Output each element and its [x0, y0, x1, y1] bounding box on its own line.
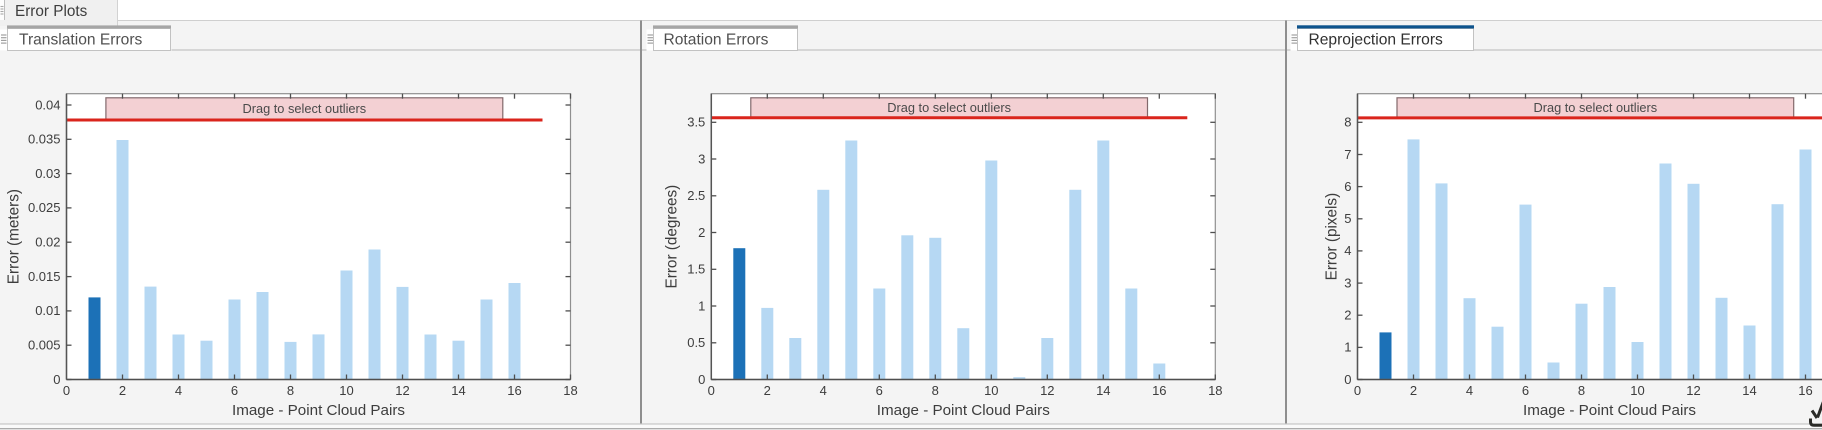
svg-text:Drag to select outliers: Drag to select outliers [1533, 100, 1657, 115]
svg-text:0: 0 [53, 372, 60, 387]
svg-text:Image - Point Cloud Pairs: Image - Point Cloud Pairs [1523, 402, 1696, 419]
svg-text:8: 8 [1578, 383, 1585, 398]
svg-text:10: 10 [1630, 383, 1644, 398]
svg-text:0: 0 [1354, 383, 1361, 398]
svg-text:8: 8 [1344, 115, 1351, 130]
svg-text:2.5: 2.5 [687, 188, 705, 203]
svg-text:14: 14 [1742, 383, 1756, 398]
svg-text:0.015: 0.015 [28, 269, 61, 284]
svg-text:4: 4 [1344, 243, 1351, 258]
svg-text:Error (meters): Error (meters) [6, 189, 23, 284]
svg-text:12: 12 [1040, 383, 1054, 398]
svg-text:Reprojection Errors: Reprojection Errors [1309, 31, 1444, 48]
svg-text:6: 6 [876, 383, 883, 398]
svg-text:2: 2 [764, 383, 771, 398]
svg-text:Drag to select outliers: Drag to select outliers [242, 101, 366, 116]
svg-text:14: 14 [1096, 383, 1110, 398]
svg-text:Rotation Errors: Rotation Errors [664, 31, 769, 48]
svg-text:2: 2 [1410, 383, 1417, 398]
svg-text:8: 8 [932, 383, 939, 398]
svg-text:1: 1 [1344, 340, 1351, 355]
svg-text:8: 8 [287, 383, 294, 398]
svg-text:6: 6 [1344, 179, 1351, 194]
svg-text:2: 2 [119, 383, 126, 398]
svg-text:7: 7 [1344, 147, 1351, 162]
svg-text:Error (pixels): Error (pixels) [1324, 193, 1341, 281]
svg-text:0.03: 0.03 [35, 166, 60, 181]
svg-text:14: 14 [451, 383, 465, 398]
svg-text:16: 16 [1152, 383, 1166, 398]
svg-text:0.5: 0.5 [687, 335, 705, 350]
svg-text:3: 3 [1344, 275, 1351, 290]
svg-text:0.01: 0.01 [35, 303, 60, 318]
svg-text:0.04: 0.04 [35, 97, 60, 112]
svg-text:2: 2 [698, 225, 705, 240]
svg-text:6: 6 [231, 383, 238, 398]
svg-text:5: 5 [1344, 211, 1351, 226]
svg-text:6: 6 [1522, 383, 1529, 398]
svg-text:0.005: 0.005 [28, 338, 61, 353]
svg-text:Error (degrees): Error (degrees) [664, 185, 681, 289]
svg-text:0.035: 0.035 [28, 132, 61, 147]
svg-text:Image - Point Cloud Pairs: Image - Point Cloud Pairs [232, 402, 405, 419]
svg-text:10: 10 [984, 383, 998, 398]
svg-text:3: 3 [698, 151, 705, 166]
svg-text:2: 2 [1344, 308, 1351, 323]
svg-text:1: 1 [698, 298, 705, 313]
svg-text:0.025: 0.025 [28, 200, 61, 215]
svg-text:4: 4 [175, 383, 182, 398]
svg-text:12: 12 [1686, 383, 1700, 398]
svg-text:16: 16 [507, 383, 521, 398]
svg-text:0: 0 [708, 383, 715, 398]
svg-text:3.5: 3.5 [687, 115, 705, 130]
svg-text:10: 10 [339, 383, 353, 398]
svg-text:Translation Errors: Translation Errors [19, 31, 143, 48]
svg-text:4: 4 [1466, 383, 1473, 398]
svg-text:18: 18 [563, 383, 577, 398]
svg-text:16: 16 [1798, 383, 1812, 398]
svg-text:1.5: 1.5 [687, 262, 705, 277]
svg-text:0: 0 [1344, 372, 1351, 387]
svg-text:12: 12 [395, 383, 409, 398]
svg-text:Image - Point Cloud Pairs: Image - Point Cloud Pairs [877, 402, 1050, 419]
svg-text:18: 18 [1208, 383, 1222, 398]
svg-text:4: 4 [820, 383, 827, 398]
svg-text:0: 0 [63, 383, 70, 398]
svg-text:0: 0 [698, 372, 705, 387]
svg-text:0.02: 0.02 [35, 235, 60, 250]
svg-text:Drag to select outliers: Drag to select outliers [887, 100, 1011, 115]
